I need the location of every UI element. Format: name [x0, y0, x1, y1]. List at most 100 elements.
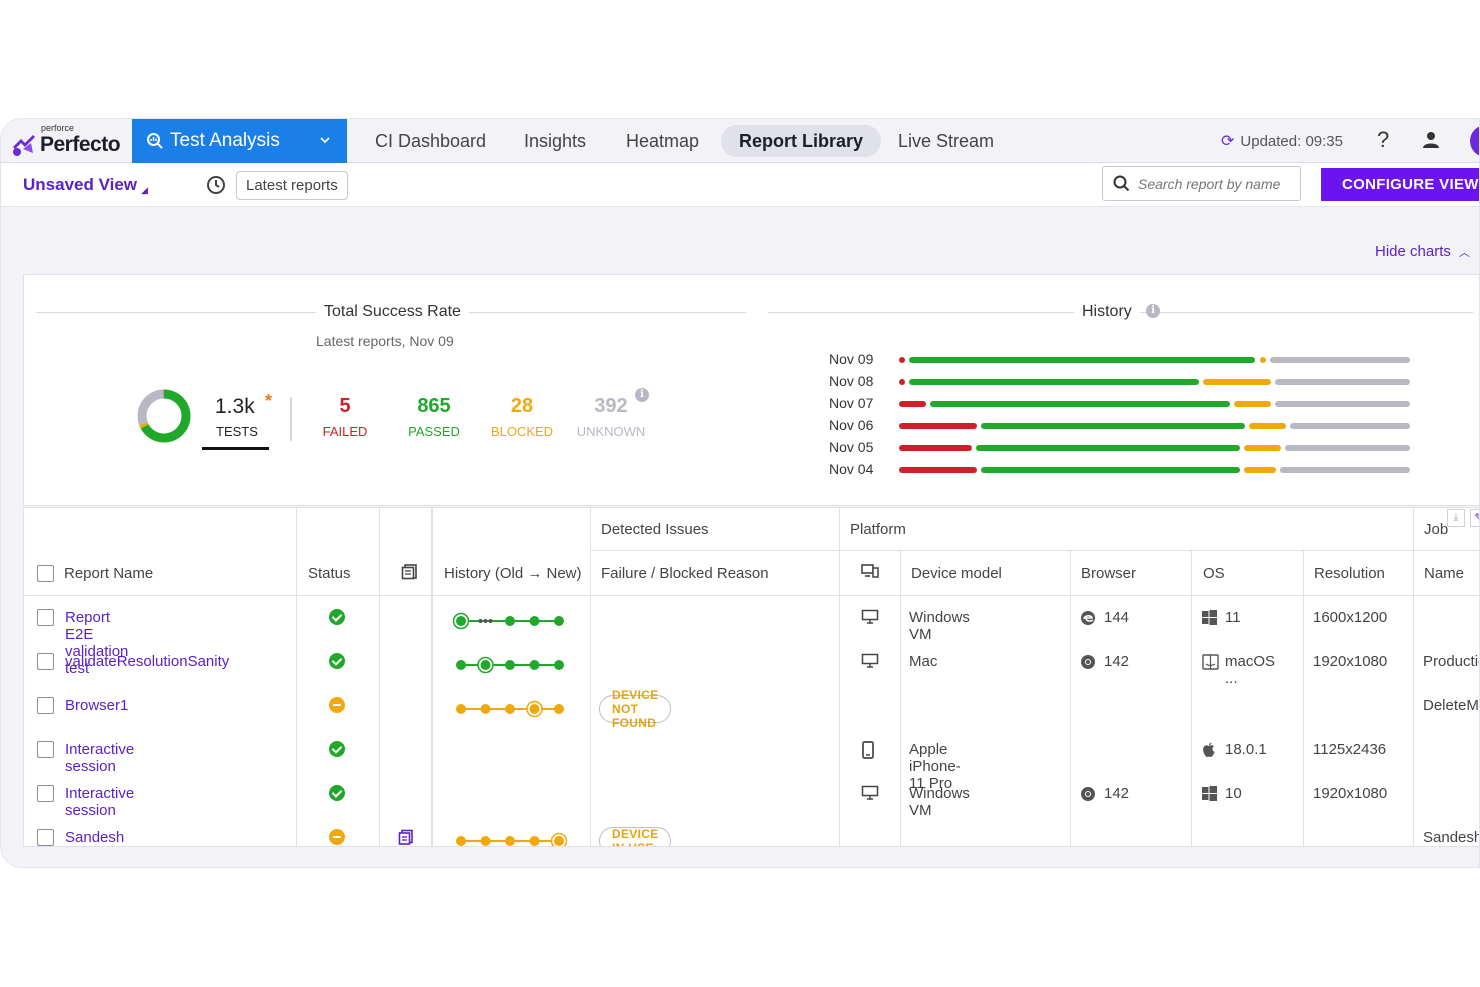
header-report-name[interactable]: Report Name — [64, 565, 154, 582]
product-switcher[interactable]: Test Analysis — [132, 119, 347, 163]
nav-report-library[interactable]: Report Library — [721, 125, 882, 157]
history-bar-blocked[interactable] — [1244, 467, 1277, 473]
header-device-model[interactable]: Device model — [911, 565, 1002, 582]
row-checkbox[interactable] — [37, 829, 54, 846]
user-icon[interactable] — [1422, 131, 1440, 149]
history-run-dot[interactable] — [505, 836, 515, 846]
history-bar-unknown[interactable] — [1280, 467, 1410, 473]
row-checkbox[interactable] — [37, 697, 54, 714]
search-box[interactable] — [1102, 166, 1301, 201]
history-run-dot[interactable] — [554, 836, 564, 846]
history-bar-unknown[interactable] — [1285, 445, 1410, 451]
stat-unknown[interactable]: 392 UNKNOWN — [575, 395, 647, 439]
history-bar-passed[interactable] — [929, 401, 1230, 407]
nav-ci-dashboard[interactable]: CI Dashboard — [375, 130, 487, 151]
history-run-dot[interactable] — [505, 704, 515, 714]
success-donut-chart[interactable] — [135, 387, 193, 445]
row-checkbox[interactable] — [37, 785, 54, 802]
help-icon[interactable]: ? — [1377, 127, 1390, 152]
history-run-dot[interactable] — [554, 704, 564, 714]
nav-insights[interactable]: Insights — [524, 130, 587, 151]
report-name-link[interactable]: Interactive session — [65, 741, 135, 775]
header-browser[interactable]: Browser — [1081, 565, 1137, 582]
history-bar-blocked[interactable] — [1244, 445, 1282, 451]
history-bar-blocked[interactable] — [1249, 423, 1287, 429]
stat-passed[interactable]: 865 PASSED — [406, 395, 462, 439]
nav-heatmap[interactable]: Heatmap — [626, 130, 700, 151]
history-sparkline[interactable] — [451, 611, 581, 631]
history-sparkline[interactable] — [451, 655, 581, 675]
history-bar-unknown[interactable] — [1274, 401, 1410, 407]
history-run-dot[interactable] — [529, 836, 540, 846]
clipboard-icon[interactable] — [401, 563, 418, 580]
nav-live-stream[interactable]: Live Stream — [898, 130, 995, 151]
info-icon[interactable]: i — [635, 388, 649, 402]
history-run-dot[interactable] — [456, 836, 466, 846]
view-selector[interactable]: Unsaved View ◢ — [23, 175, 148, 196]
row-checkbox[interactable] — [37, 609, 54, 626]
info-icon[interactable]: i — [1146, 304, 1160, 318]
history-run-dot[interactable] — [480, 660, 491, 670]
select-all-checkbox[interactable] — [37, 565, 54, 582]
history-bar-failed[interactable] — [899, 423, 978, 429]
history-bar-blocked[interactable] — [1202, 379, 1271, 385]
row-checkbox[interactable] — [37, 653, 54, 670]
history-bar-failed[interactable] — [899, 357, 906, 363]
history-bar-passed[interactable] — [981, 467, 1241, 473]
history-run-dot[interactable] — [480, 704, 491, 714]
stat-blocked[interactable]: 28 BLOCKED — [490, 395, 554, 439]
history-run-dot[interactable] — [456, 616, 466, 626]
header-status[interactable]: Status — [308, 565, 351, 582]
history-run-dot[interactable] — [456, 704, 466, 714]
donut-slice-unknown[interactable] — [137, 389, 191, 443]
history-bar-passed[interactable] — [981, 423, 1246, 429]
history-bar-failed[interactable] — [899, 401, 926, 407]
header-job-name[interactable]: Name — [1424, 565, 1465, 582]
history-run-dot[interactable] — [529, 704, 540, 714]
history-run-dot[interactable] — [480, 836, 491, 846]
row-checkbox[interactable] — [37, 741, 54, 758]
latest-reports-button[interactable]: Latest reports — [236, 171, 348, 200]
history-bar-unknown[interactable] — [1290, 423, 1410, 429]
report-name-link[interactable]: Interactive session — [65, 785, 135, 819]
clipboard-icon[interactable] — [398, 829, 414, 846]
history-sparkline[interactable] — [451, 699, 581, 719]
header-os[interactable]: OS — [1203, 565, 1225, 582]
hide-charts-toggle[interactable]: Hide charts ︿ — [1375, 243, 1470, 260]
edit-icon[interactable]: ✎ — [1470, 509, 1479, 527]
configure-view-button[interactable]: CONFIGURE VIEW — [1321, 168, 1479, 201]
history-bar-unknown[interactable] — [1274, 379, 1410, 385]
history-run-dot[interactable] — [529, 616, 540, 626]
history-bar-passed[interactable] — [909, 379, 1199, 385]
devices-icon[interactable] — [861, 563, 879, 579]
history-run-dot[interactable] — [554, 660, 564, 670]
history-bar-failed[interactable] — [899, 467, 978, 473]
history-run-dot[interactable] — [554, 616, 564, 626]
clock-icon[interactable] — [206, 175, 226, 195]
history-bar-failed[interactable] — [899, 379, 906, 385]
report-name-link[interactable]: Report E2E validation test — [65, 609, 129, 677]
failure-reason-badge[interactable]: DEVICE NOT FOUND — [599, 688, 672, 730]
header-failure-reason[interactable]: Failure / Blocked Reason — [601, 565, 769, 582]
history-bar-passed[interactable] — [976, 445, 1241, 451]
report-name-link[interactable]: validateResolutionSanity — [65, 653, 230, 670]
header-resolution[interactable]: Resolution — [1314, 565, 1385, 582]
perfecto-logo[interactable]: perforce Perfecto — [11, 121, 126, 161]
header-history[interactable]: History (Old → New) — [444, 565, 582, 582]
history-run-dot[interactable] — [505, 660, 515, 670]
history-run-dot[interactable] — [505, 616, 515, 626]
history-sparkline[interactable] — [451, 831, 581, 847]
search-input[interactable] — [1138, 175, 1298, 192]
failure-reason-badge[interactable]: DEVICE IN USE — [599, 827, 672, 846]
stat-failed[interactable]: 5 FAILED — [322, 395, 368, 439]
avatar[interactable] — [1470, 125, 1479, 157]
download-icon[interactable]: ⤓ — [1447, 509, 1465, 527]
history-bar-passed[interactable] — [909, 357, 1256, 363]
history-bar-blocked[interactable] — [1259, 357, 1266, 363]
history-run-dot[interactable] — [529, 660, 540, 670]
history-bar-unknown[interactable] — [1269, 357, 1410, 363]
report-name-link[interactable]: Sandesh New test — [65, 829, 125, 846]
refresh-icon[interactable]: ⟳ — [1221, 133, 1235, 150]
history-bar-failed[interactable] — [899, 445, 973, 451]
report-name-link[interactable]: Browser1 — [65, 697, 129, 714]
